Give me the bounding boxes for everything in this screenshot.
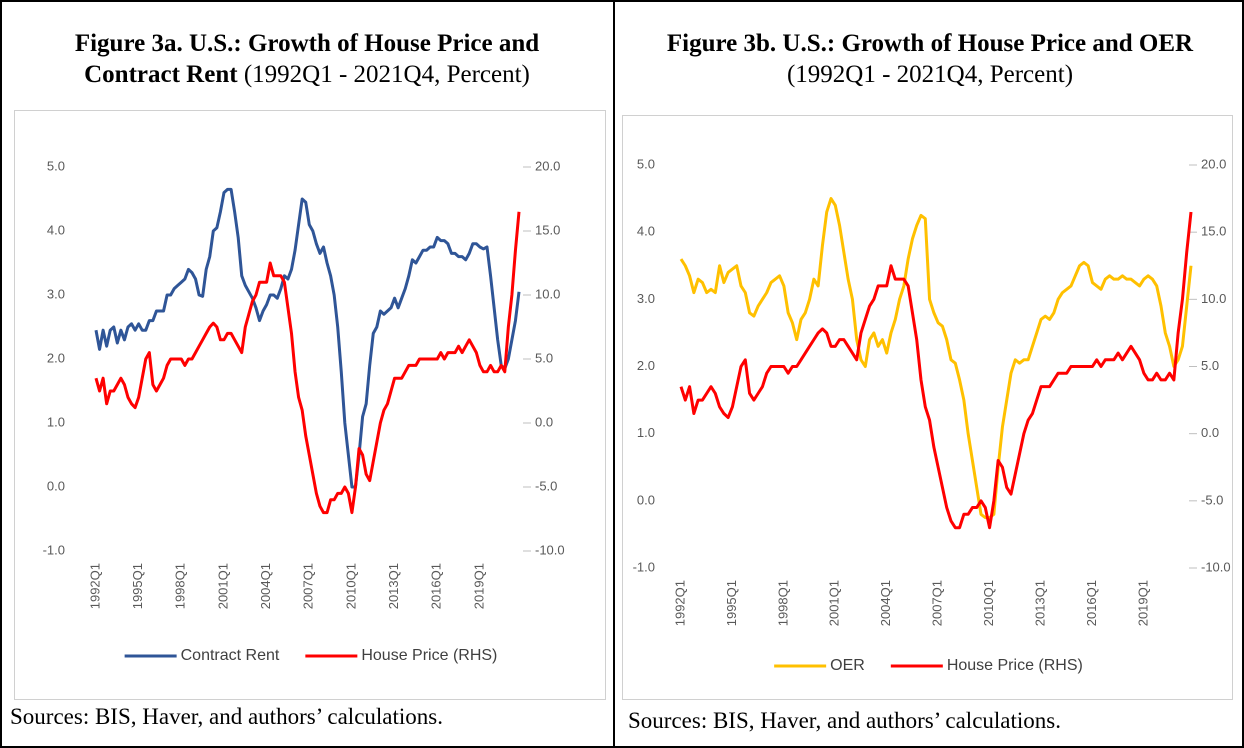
y2-tick-label: 0.0	[1201, 425, 1219, 440]
y2-tick-label: 10.0	[1201, 291, 1226, 306]
x-tick-label: 1995Q1	[724, 580, 739, 626]
panel-title: Figure 3b. U.S.: Growth of House Price a…	[640, 28, 1220, 90]
y-tick-label: 3.0	[637, 291, 655, 306]
y-tick-label: 2.0	[637, 358, 655, 373]
y-tick-label: -1.0	[43, 542, 65, 557]
chart: -1.0 0.0 1.0 2.0 3.0 4.0 5.0 -10.0 -5.0 0.0 5.0 10.…	[43, 158, 565, 664]
chart-area: -1.0 0.0 1.0 2.0 3.0 4.0 5.0 -10.0 -5.0 0.0 5.0 10.…	[14, 110, 606, 700]
x-tick-label: 2016Q1	[429, 563, 444, 609]
subtitle: (1992Q1 - 2021Q4, Percent)	[786, 61, 1074, 88]
y2-tick-label: 5.0	[535, 350, 553, 365]
source-note: Sources: BIS, Haver, and authors’ calcul…	[10, 704, 443, 729]
x-tick-label: 2001Q1	[827, 580, 842, 626]
y2-tick-label: 20.0	[1201, 156, 1226, 171]
y-tick-label: 4.0	[637, 224, 655, 239]
series-line	[679, 211, 1193, 530]
x-tick-label: 1992Q1	[672, 580, 687, 626]
x-tick-label: 1998Q1	[775, 580, 790, 626]
y2-tick-label: 10.0	[535, 286, 560, 301]
x-tick-label: 2019Q1	[471, 563, 486, 609]
source-note: Sources: BIS, Haver, and authors’ calcul…	[628, 708, 1061, 733]
x-tick-label: 2004Q1	[258, 563, 273, 609]
y2-tick-label: -10.0	[1201, 559, 1231, 574]
series-line	[94, 187, 521, 489]
x-tick-label: 1995Q1	[130, 563, 145, 609]
y2-tick-label: 5.0	[1201, 358, 1219, 373]
x-tick-label: 1992Q1	[87, 563, 102, 609]
y2-tick-label: 15.0	[1201, 224, 1226, 239]
title: Figure 3b. U.S.: Growth of House Price a…	[666, 30, 1194, 57]
x-tick-label: 2004Q1	[878, 580, 893, 626]
series-line	[679, 197, 1193, 520]
y2-tick-label: -5.0	[535, 478, 557, 493]
y-tick-label: -1.0	[633, 559, 655, 574]
y-tick-label: 0.0	[637, 492, 655, 507]
y2-tick-label: 0.0	[535, 414, 553, 429]
subtitle: (1992Q1 - 2021Q4, Percent)	[243, 61, 530, 88]
x-tick-label: 2007Q1	[930, 580, 945, 626]
x-tick-label: 2007Q1	[301, 563, 316, 609]
y2-tick-label: -5.0	[1201, 492, 1223, 507]
x-tick-label: 2010Q1	[343, 563, 358, 609]
y-tick-label: 1.0	[47, 414, 65, 429]
title: Figure 3a. U.S.: Growth of House Price a…	[74, 30, 540, 88]
x-tick-label: 2010Q1	[981, 580, 996, 626]
x-tick-label: 1998Q1	[173, 563, 188, 609]
legend-label: House Price (RHS)	[947, 657, 1083, 674]
y-tick-label: 5.0	[637, 156, 655, 171]
y-tick-label: 0.0	[47, 478, 65, 493]
panel-title: Figure 3a. U.S.: Growth of House Price a…	[40, 28, 574, 90]
x-tick-label: 2019Q1	[1135, 580, 1150, 626]
series-line	[94, 211, 521, 515]
y-tick-label: 1.0	[637, 425, 655, 440]
x-tick-label: 2013Q1	[386, 563, 401, 609]
y-tick-label: 2.0	[47, 350, 65, 365]
legend-label: House Price (RHS)	[361, 647, 497, 664]
chart-area: -1.0 0.0 1.0 2.0 3.0 4.0 5.0 -10.0 -5.0 0.0 5.0 10.…	[622, 115, 1233, 700]
y2-tick-label: -10.0	[535, 542, 565, 557]
panel-divider	[613, 0, 615, 748]
legend-label: OER	[830, 657, 865, 674]
y-tick-label: 4.0	[47, 222, 65, 237]
x-tick-label: 2001Q1	[215, 563, 230, 609]
y2-tick-label: 15.0	[535, 222, 560, 237]
chart: -1.0 0.0 1.0 2.0 3.0 4.0 5.0 -10.0 -5.0 0.0 5.0 10.…	[633, 156, 1231, 674]
x-tick-label: 2013Q1	[1032, 580, 1047, 626]
y-tick-label: 3.0	[47, 286, 65, 301]
x-tick-label: 2016Q1	[1084, 580, 1099, 626]
y-tick-label: 5.0	[47, 158, 65, 173]
legend-label: Contract Rent	[181, 647, 280, 664]
y2-tick-label: 20.0	[535, 158, 560, 173]
